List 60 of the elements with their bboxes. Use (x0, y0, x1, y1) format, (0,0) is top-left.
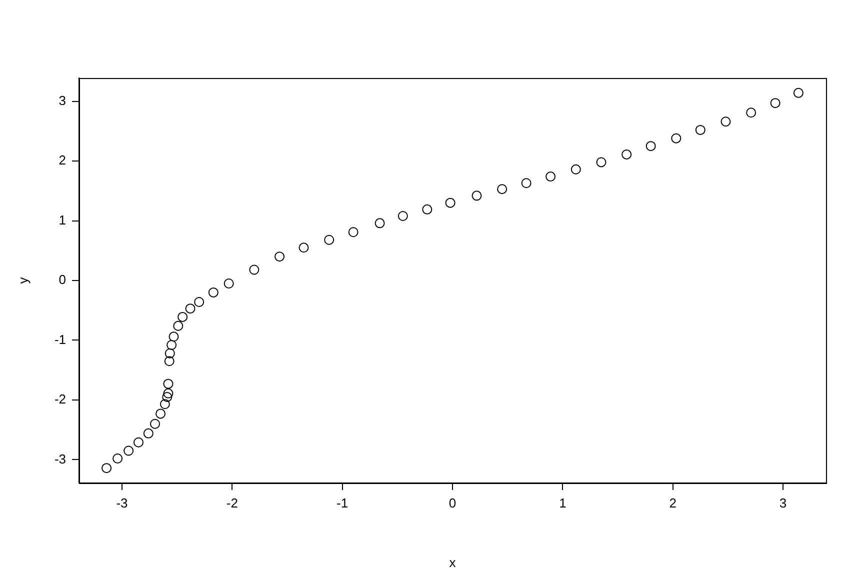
y-tick-label: 1 (58, 212, 66, 228)
point (422, 204, 432, 214)
point (570, 164, 581, 174)
point (348, 227, 358, 238)
x-axis-title: x (449, 554, 456, 570)
point (143, 428, 154, 438)
point (646, 141, 656, 152)
point (546, 172, 556, 182)
point (497, 184, 508, 194)
point (194, 297, 204, 308)
point (163, 378, 174, 389)
point (274, 252, 285, 262)
point (249, 264, 260, 275)
point (445, 198, 456, 208)
x-tick-label: 1 (559, 495, 566, 510)
point (596, 157, 606, 168)
point (695, 124, 706, 135)
point (162, 392, 172, 402)
point (622, 149, 632, 160)
y-tick-label: 0 (58, 272, 66, 288)
x-tick-label: 0 (448, 495, 456, 510)
point (185, 304, 196, 314)
point (156, 408, 166, 419)
point (166, 340, 177, 350)
y-tick-label: -1 (54, 332, 66, 347)
point (298, 242, 309, 253)
point (102, 463, 112, 474)
point (398, 210, 408, 221)
point (746, 108, 756, 118)
point (720, 116, 731, 127)
point (208, 287, 218, 298)
point (521, 178, 532, 188)
point (770, 98, 780, 108)
point (793, 88, 804, 98)
point (163, 388, 174, 398)
point (124, 446, 134, 456)
x-tick-label: -2 (226, 495, 238, 510)
point (168, 332, 179, 342)
x-tick-label: 3 (779, 495, 787, 510)
y-axis-title: y (15, 276, 30, 284)
x-tick-label: 2 (669, 495, 676, 510)
point (112, 454, 123, 464)
y-tick-label: -3 (54, 451, 66, 466)
y-tick-label: -2 (54, 392, 66, 407)
point (160, 399, 170, 410)
point (150, 418, 160, 429)
point (178, 312, 188, 322)
y-tick-label: 3 (58, 92, 66, 108)
point (374, 218, 385, 228)
x-tick-label: -3 (116, 495, 128, 510)
point (164, 356, 174, 366)
point (224, 278, 234, 288)
point (164, 348, 175, 358)
point (324, 234, 334, 245)
point (173, 320, 184, 331)
y-tick-label: 2 (58, 152, 66, 168)
x-tick-label: -1 (336, 495, 348, 510)
point (472, 190, 482, 201)
point (671, 133, 682, 144)
point (133, 437, 144, 448)
